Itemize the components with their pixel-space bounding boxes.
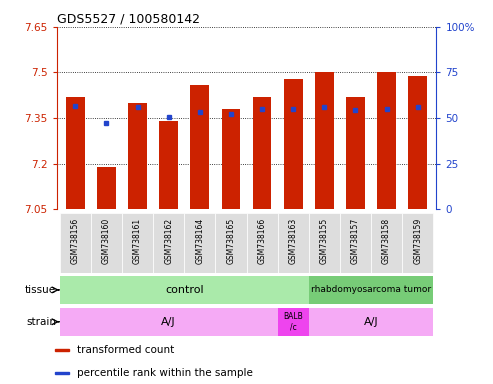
Text: tissue: tissue	[25, 285, 56, 295]
FancyBboxPatch shape	[122, 213, 153, 273]
Text: GSM738166: GSM738166	[257, 218, 267, 264]
Text: GSM738160: GSM738160	[102, 218, 111, 264]
Text: GSM738155: GSM738155	[320, 218, 329, 264]
Bar	[408, 76, 427, 209]
Text: strain: strain	[26, 317, 56, 327]
Text: GSM738163: GSM738163	[289, 218, 298, 264]
FancyBboxPatch shape	[371, 213, 402, 273]
FancyBboxPatch shape	[309, 308, 433, 336]
Text: GSM738164: GSM738164	[195, 218, 204, 264]
Text: BALB
/c: BALB /c	[283, 313, 303, 331]
Bar	[97, 167, 116, 209]
FancyBboxPatch shape	[60, 308, 278, 336]
FancyBboxPatch shape	[309, 213, 340, 273]
Text: GSM738161: GSM738161	[133, 218, 142, 264]
Text: GSM738157: GSM738157	[351, 218, 360, 264]
Bar	[253, 97, 271, 209]
Bar	[377, 73, 396, 209]
Bar	[222, 109, 240, 209]
Text: rhabdomyosarcoma tumor: rhabdomyosarcoma tumor	[311, 285, 431, 295]
Bar	[55, 349, 69, 351]
Bar	[66, 97, 85, 209]
Bar	[159, 121, 178, 209]
FancyBboxPatch shape	[278, 308, 309, 336]
Text: GSM738165: GSM738165	[226, 218, 236, 264]
Text: GSM738159: GSM738159	[413, 218, 422, 264]
FancyBboxPatch shape	[278, 213, 309, 273]
FancyBboxPatch shape	[153, 213, 184, 273]
FancyBboxPatch shape	[215, 213, 246, 273]
Bar	[55, 372, 69, 374]
FancyBboxPatch shape	[246, 213, 278, 273]
Text: A/J: A/J	[364, 317, 378, 327]
Text: GSM738156: GSM738156	[71, 218, 80, 264]
FancyBboxPatch shape	[309, 276, 433, 304]
FancyBboxPatch shape	[402, 213, 433, 273]
Text: GSM738162: GSM738162	[164, 218, 173, 264]
Bar	[190, 84, 209, 209]
Bar	[315, 73, 334, 209]
Text: GDS5527 / 100580142: GDS5527 / 100580142	[57, 13, 200, 26]
Bar	[346, 97, 365, 209]
FancyBboxPatch shape	[340, 213, 371, 273]
Bar	[128, 103, 147, 209]
Text: GSM738158: GSM738158	[382, 218, 391, 264]
FancyBboxPatch shape	[91, 213, 122, 273]
Text: A/J: A/J	[161, 317, 176, 327]
Text: control: control	[165, 285, 204, 295]
FancyBboxPatch shape	[60, 276, 309, 304]
Text: percentile rank within the sample: percentile rank within the sample	[77, 367, 253, 377]
FancyBboxPatch shape	[184, 213, 215, 273]
Bar	[284, 79, 303, 209]
FancyBboxPatch shape	[60, 213, 91, 273]
Text: transformed count: transformed count	[77, 345, 175, 355]
